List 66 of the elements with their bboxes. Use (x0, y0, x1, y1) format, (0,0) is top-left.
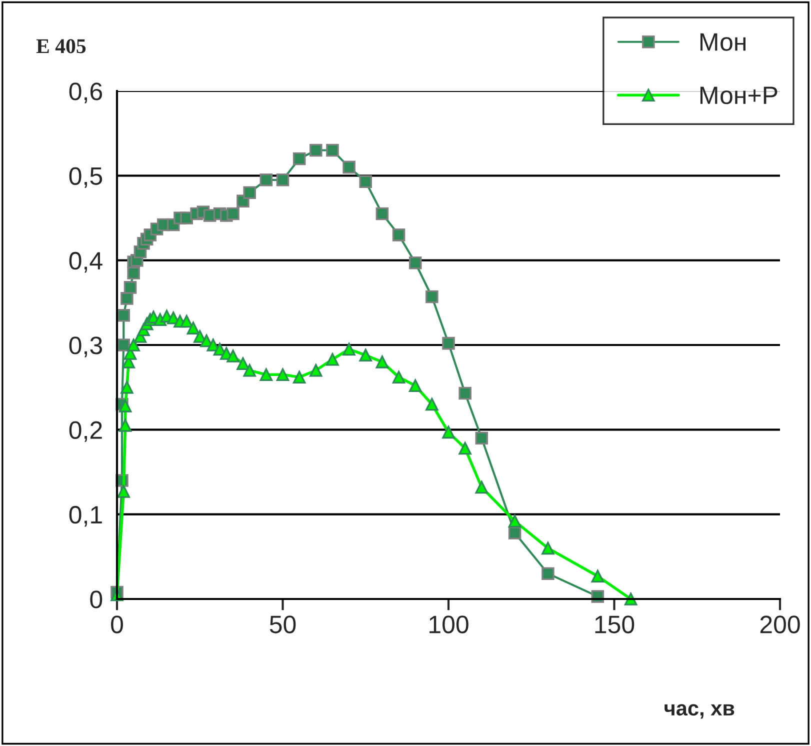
point (276, 174, 290, 186)
y-tick-label: 0,1 (69, 506, 102, 527)
point (292, 152, 306, 166)
x-tick-label: 0 (111, 616, 123, 634)
x-tick-label: 100 (430, 616, 468, 634)
point (542, 542, 554, 555)
x-axis-title: час, хв (664, 704, 734, 719)
point (359, 348, 372, 362)
point (326, 353, 339, 366)
x-tick-label: 200 (760, 616, 800, 634)
point (236, 357, 250, 370)
point (542, 567, 554, 580)
point (458, 442, 472, 455)
point (124, 281, 137, 294)
point (118, 400, 132, 412)
point (243, 186, 256, 199)
point (276, 368, 290, 382)
point (408, 256, 422, 270)
point (118, 419, 132, 432)
point (426, 398, 438, 411)
point (226, 207, 240, 220)
point (117, 308, 130, 322)
y-tick-label: 0,5 (69, 167, 102, 188)
point (120, 380, 134, 394)
point (226, 350, 240, 362)
point (117, 485, 130, 498)
y-tick-label: 0,3 (69, 336, 102, 358)
point (376, 356, 389, 368)
point (442, 426, 455, 439)
legend-label: Мон (700, 33, 746, 51)
y-tick-label: 0 (90, 590, 102, 608)
point (120, 292, 134, 305)
point (408, 379, 422, 392)
y-axis-title: E 405 (36, 39, 86, 54)
point (342, 342, 356, 356)
point (376, 207, 389, 220)
point (458, 386, 472, 400)
point (442, 336, 455, 350)
point (243, 364, 256, 377)
point (475, 480, 488, 494)
point (310, 144, 322, 157)
point (359, 175, 372, 188)
point (127, 338, 140, 352)
y-tick-label: 0,6 (69, 82, 102, 104)
point (260, 174, 273, 186)
point (180, 314, 194, 328)
point (475, 432, 488, 445)
y-tick-label: 0,2 (69, 421, 102, 442)
point (326, 144, 339, 157)
point (591, 570, 604, 583)
point (292, 370, 306, 384)
point (342, 160, 356, 174)
point (117, 338, 130, 352)
point (508, 514, 522, 528)
point (260, 368, 273, 382)
x-tick-label: 50 (270, 616, 296, 634)
point (392, 228, 406, 242)
point (186, 322, 200, 334)
point (426, 290, 438, 304)
legend-label: Мон+Р (700, 86, 778, 104)
y-tick-label: 0,4 (69, 252, 102, 273)
point (624, 592, 638, 606)
x-tick-label: 150 (595, 616, 634, 634)
point (310, 364, 322, 377)
point (392, 370, 406, 384)
point (508, 526, 522, 540)
